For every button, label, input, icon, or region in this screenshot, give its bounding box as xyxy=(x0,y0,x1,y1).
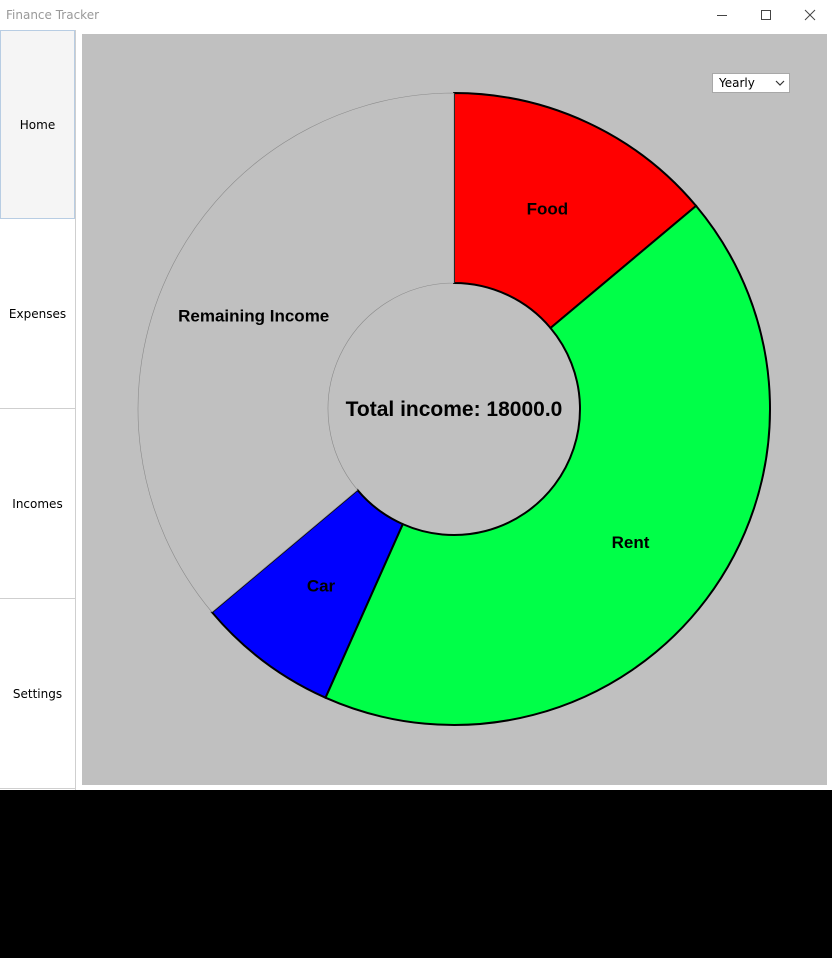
maximize-button[interactable] xyxy=(744,0,788,30)
donut-chart: Food Rent Car Remaining Income Total income:… xyxy=(137,91,771,726)
sidebar: Home Expenses Incomes Settings xyxy=(0,30,76,790)
minimize-button[interactable] xyxy=(700,0,744,30)
pie-slice-remaining-income xyxy=(137,92,455,613)
chevron-down-icon xyxy=(775,80,785,86)
close-button[interactable] xyxy=(788,0,832,30)
minimize-icon xyxy=(717,15,727,16)
sidebar-item-home[interactable]: Home xyxy=(0,30,75,219)
period-select[interactable]: Yearly xyxy=(712,73,790,93)
slice-label-car: Car xyxy=(307,576,336,595)
center-total-label: Total income: 18000.0 xyxy=(346,398,563,421)
app-window: Finance Tracker Home Expenses Incomes Se… xyxy=(0,0,832,790)
slice-label-remaining-income: Remaining Income xyxy=(178,307,329,326)
sidebar-item-incomes[interactable]: Incomes xyxy=(0,410,75,599)
sidebar-item-expenses[interactable]: Expenses xyxy=(0,220,75,409)
slice-label-rent: Rent xyxy=(612,533,650,552)
close-icon xyxy=(804,9,816,21)
period-select-value: Yearly xyxy=(719,76,755,90)
pie-slice-food xyxy=(453,91,698,330)
pie-slice-rent xyxy=(324,204,771,726)
maximize-icon xyxy=(761,10,771,20)
slice-label-food: Food xyxy=(527,200,569,219)
title-bar: Finance Tracker xyxy=(0,0,832,30)
window-title: Finance Tracker xyxy=(6,8,100,22)
sidebar-item-settings[interactable]: Settings xyxy=(0,600,75,789)
